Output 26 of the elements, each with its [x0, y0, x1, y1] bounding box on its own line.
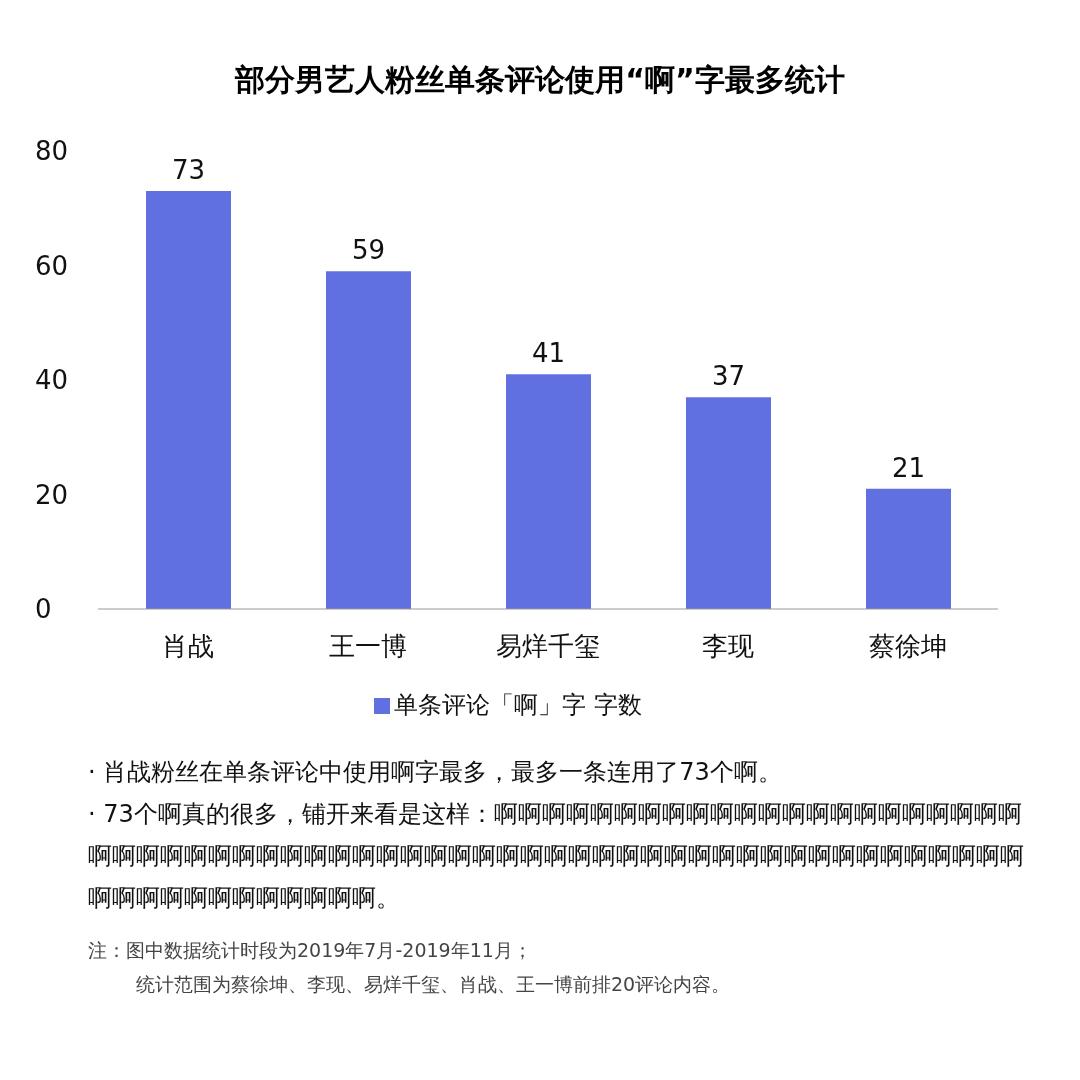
data-label: 21	[891, 452, 926, 483]
y-tick-label: 60	[35, 250, 69, 281]
bar	[866, 488, 951, 609]
x-tick-label: 李现	[702, 631, 754, 662]
text: 统计范围为蔡徐坤、李现、易烊千玺、肖战、王一博前排20评论内容。	[135, 972, 732, 997]
bar	[326, 271, 411, 609]
text: · 肖战粉丝在单条评论中使用啊字最多，最多一条连用了73个啊。	[88, 757, 783, 788]
bar	[146, 191, 231, 609]
x-tick-label: 易烊千玺	[496, 631, 600, 662]
data-label: 59	[351, 235, 386, 266]
y-tick-label: 40	[35, 365, 69, 396]
y-tick-label: 20	[35, 479, 69, 510]
data-label: 41	[531, 338, 566, 369]
legend-label: 单条评论「啊」字 字数	[394, 691, 642, 719]
bar	[506, 374, 591, 609]
data-label: 73	[171, 155, 206, 186]
x-tick-label: 蔡徐坤	[869, 631, 947, 662]
x-tick-label: 肖战	[162, 631, 214, 662]
text: · 73个啊真的很多，铺开来看是这样：啊啊啊啊啊啊啊啊啊啊啊啊啊啊啊啊啊啊啊啊啊啊啊啊啊啊啊啊啊啊啊啊啊啊啊啊啊啊啊啊啊啊啊啊啊啊啊啊啊啊啊啊啊啊啊啊啊啊啊啊啊啊啊啊啊啊啊啊啊啊啊啊啊。	[88, 799, 1025, 914]
y-tick-label: 0	[35, 594, 52, 625]
bar	[686, 397, 771, 609]
text: 注：图中数据统计时段为2019年7月-2019年11月；	[88, 938, 533, 963]
y-tick-label: 80	[35, 136, 69, 167]
x-tick-label: 王一博	[329, 631, 407, 662]
chart-title: 部分男艺人粉丝单条评论使用“啊”字最多统计	[233, 61, 846, 99]
data-label: 37	[711, 361, 746, 392]
